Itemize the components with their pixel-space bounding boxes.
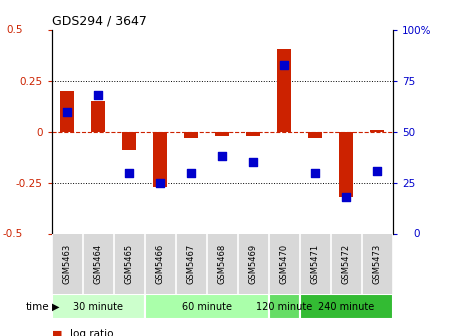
Bar [247, 132, 260, 136]
Text: ■: ■ [52, 329, 62, 336]
Text: 30 minute: 30 minute [73, 302, 123, 311]
Text: GSM5469: GSM5469 [249, 244, 258, 284]
Bar [122, 132, 136, 150]
Point [188, 170, 195, 175]
Point [95, 93, 102, 98]
Point [157, 180, 164, 185]
Point [312, 170, 319, 175]
Bar [91, 101, 105, 132]
Text: GSM5473: GSM5473 [373, 244, 382, 284]
Text: 0.5: 0.5 [6, 25, 22, 35]
Bar [215, 132, 229, 136]
Bar [153, 132, 167, 187]
Bar [145, 294, 269, 319]
Text: 120 minute: 120 minute [256, 302, 313, 311]
Point [374, 168, 381, 173]
Text: GDS294 / 3647: GDS294 / 3647 [52, 15, 146, 28]
Text: GSM5464: GSM5464 [94, 244, 103, 284]
Bar [52, 294, 145, 319]
Text: GSM5467: GSM5467 [187, 244, 196, 284]
Bar [184, 132, 198, 138]
Bar [269, 294, 300, 319]
Text: -0.5: -0.5 [2, 228, 22, 239]
Text: GSM5472: GSM5472 [342, 244, 351, 284]
Point [343, 194, 350, 200]
Text: GSM5463: GSM5463 [63, 244, 72, 284]
Text: 60 minute: 60 minute [182, 302, 232, 311]
Text: 240 minute: 240 minute [318, 302, 374, 311]
Text: ▶: ▶ [52, 302, 59, 311]
Text: time: time [26, 302, 49, 311]
Point [281, 62, 288, 68]
Point [64, 109, 71, 114]
Point [219, 154, 226, 159]
Point [126, 170, 133, 175]
Bar [308, 132, 322, 138]
Text: GSM5468: GSM5468 [218, 244, 227, 284]
Text: GSM5471: GSM5471 [311, 244, 320, 284]
Text: log ratio: log ratio [70, 329, 113, 336]
Text: GSM5466: GSM5466 [156, 244, 165, 284]
Text: 0: 0 [414, 228, 420, 239]
Bar [370, 130, 384, 132]
Bar [277, 48, 291, 132]
Text: GSM5470: GSM5470 [280, 244, 289, 284]
Bar [60, 91, 74, 132]
Bar [339, 132, 353, 197]
Text: GSM5465: GSM5465 [125, 244, 134, 284]
Point [250, 160, 257, 165]
Bar [300, 294, 393, 319]
